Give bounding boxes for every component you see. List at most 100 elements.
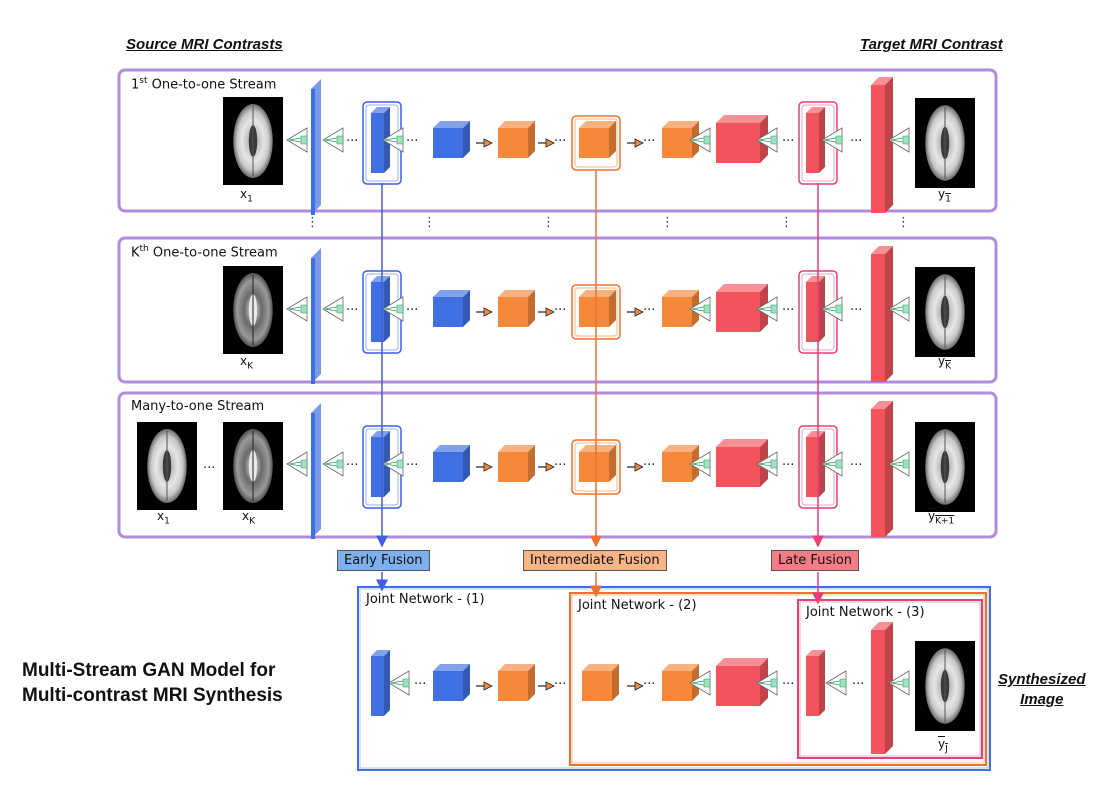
first-dots: ··· [406, 134, 418, 149]
first-input-slab-edge [311, 89, 315, 215]
joint-block-r1-top [716, 658, 768, 666]
joint-output-image [915, 641, 975, 731]
many-output-label: yK+1 [928, 509, 955, 527]
kth-conv-out [888, 296, 910, 322]
first-arrow-2 [538, 138, 555, 148]
many-output-slab-top [871, 401, 893, 409]
first-input-image [223, 97, 283, 185]
kth-dots: ··· [406, 303, 418, 318]
first-arrow-3-head [634, 138, 644, 148]
first-conv-2 [382, 127, 404, 153]
joint-dots: ··· [643, 677, 655, 692]
joint-output-slab-top [871, 622, 893, 630]
joint-network-1-box [357, 586, 991, 771]
first-block-o1 [498, 121, 535, 158]
many-block-r1-front [716, 447, 760, 487]
first-stream-title: 1st One-to-one Stream [131, 76, 277, 93]
first-conv-2-kernel [396, 135, 404, 145]
many-conv-4 [756, 451, 778, 477]
kth-input-image [223, 266, 283, 354]
many-arrow-3-head [634, 462, 644, 472]
joint-output-label: yJ [938, 737, 948, 755]
many-early-block-top [371, 431, 390, 437]
first-conv-1 [322, 127, 344, 153]
vertical-ellipsis: ⋮ [423, 215, 436, 230]
many-conv-2 [382, 451, 404, 477]
late-fusion-label: Late Fusion [771, 550, 860, 571]
kth-input-slab [311, 248, 321, 384]
kth-block-r1 [716, 284, 768, 332]
kth-block-o3-front [662, 297, 692, 327]
joint-conv-3-kernel [770, 678, 778, 688]
many-arrow-2-head [545, 462, 555, 472]
joint-block-b2-side [463, 664, 470, 701]
first-late-block [806, 107, 825, 173]
kth-conv-1 [322, 296, 344, 322]
intermediate-fusion-label: Intermediate Fusion [523, 550, 667, 571]
first-output-slab-front [871, 85, 885, 213]
joint-network-2-box [569, 592, 987, 766]
kth-block-o3-top [662, 290, 699, 297]
many-block-o1-front [498, 452, 528, 482]
kth-block-o2-front [579, 297, 609, 327]
joint-output-slab [871, 622, 893, 754]
kth-conv-4 [756, 296, 778, 322]
kth-conv-1-kernel [336, 304, 344, 314]
many-dots: ··· [346, 458, 358, 473]
kth-dots: ··· [554, 303, 566, 318]
many-input-dots: ··· [203, 461, 215, 476]
first-output-label: y1 [938, 187, 951, 205]
many-block-o1-top [498, 445, 535, 452]
many-output-image [915, 422, 975, 512]
early-fusion-label: Early Fusion [337, 550, 430, 571]
first-block-o1-front [498, 128, 528, 158]
joint-block-r2 [806, 650, 825, 716]
many-output-slab-side [885, 401, 893, 537]
kth-dots: ··· [643, 303, 655, 318]
first-conv-out [888, 127, 910, 153]
first-conv-in [286, 127, 308, 153]
many-dots: ··· [782, 458, 794, 473]
joint-network-1-box-inner [359, 588, 989, 769]
joint-conv-4-kernel [839, 678, 847, 688]
kth-block-b-top [433, 290, 470, 297]
kth-stream-box [117, 236, 998, 384]
first-input-label: x1 [240, 187, 253, 205]
joint-output-slab-side [885, 622, 893, 754]
source-contrasts-header: Source MRI Contrasts [126, 36, 283, 53]
many-output-slab [871, 401, 893, 537]
kth-arrow-2-head [545, 307, 555, 317]
many-block-r1 [716, 439, 768, 487]
many-block-o3-front [662, 452, 692, 482]
kth-dots: ··· [850, 303, 862, 318]
many-input-slab-edge [311, 413, 315, 539]
joint-block-b2-front [433, 671, 463, 701]
joint-block-o2-side [612, 664, 619, 701]
joint-block-o2 [582, 664, 619, 701]
vertical-ellipsis: ⋮ [542, 215, 555, 230]
first-arrow-1 [476, 138, 493, 148]
kth-dots: ··· [346, 303, 358, 318]
first-block-o2-top [579, 121, 616, 128]
joint-block-o1-top [498, 664, 535, 671]
kth-block-o2 [579, 290, 616, 327]
kth-output-slab-side [885, 246, 893, 382]
first-arrow-1-head [483, 138, 493, 148]
kth-conv-3-kernel [703, 304, 711, 314]
joint-dots: ··· [414, 677, 426, 692]
joint-block-b2-top [433, 664, 470, 671]
joint-conv-4 [825, 670, 847, 696]
many-block-o3 [662, 445, 699, 482]
joint-block-o2-front [582, 671, 612, 701]
kth-block-o1-top [498, 290, 535, 297]
kth-arrow-2 [538, 307, 555, 317]
kth-dots: ··· [782, 303, 794, 318]
joint-block-o1-side [528, 664, 535, 701]
kth-early-block-top [371, 276, 390, 282]
kth-output-label: yK [938, 354, 952, 372]
many-arrow-1-head [483, 462, 493, 472]
kth-arrow-1-head [483, 307, 493, 317]
many-dots: ··· [643, 458, 655, 473]
kth-block-o1-front [498, 297, 528, 327]
joint-block-r2-side [819, 650, 825, 716]
